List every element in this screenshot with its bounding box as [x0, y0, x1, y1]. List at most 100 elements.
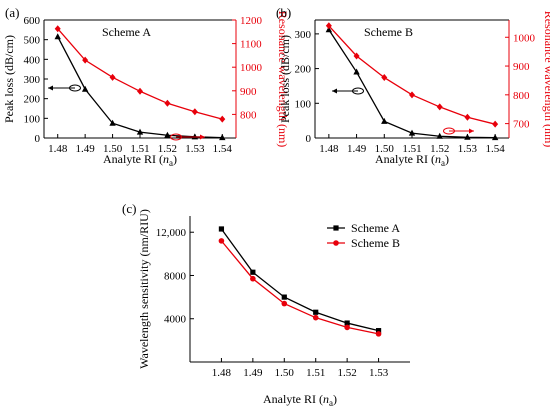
x-tick-label: 1.50 [375, 143, 395, 155]
x-tick-label: 1.48 [48, 143, 68, 155]
x-axis-label: Analyte RI (na) [375, 152, 449, 168]
series-line-1 [328, 29, 496, 139]
chart-panel-2: (b) 1.48 1.49 1.50 1.51 1.52 1.53 1.54 0 100 200 30… [276, 5, 550, 155]
y2-tick-label: 1100 [240, 39, 262, 51]
y2-tick-label: 800 [240, 109, 257, 121]
data-point [81, 85, 89, 92]
right-arrowhead [469, 128, 474, 134]
legend-marker [333, 240, 339, 246]
y-axis-label: Peak loss (dB/cm) [278, 35, 292, 123]
x-tick-label: 1.53 [458, 143, 478, 155]
data-point [492, 120, 499, 128]
data-point [164, 99, 171, 107]
x-tick-label: 1.49 [347, 143, 367, 155]
series-line-1 [57, 36, 223, 139]
left-arrowhead [332, 88, 337, 94]
y-tick-label: 100 [295, 98, 312, 110]
data-point [464, 133, 471, 140]
x-tick-label: 1.49 [76, 143, 96, 155]
y-tick-label: 0 [35, 133, 41, 145]
y-tick-label: 400 [24, 54, 41, 66]
legend-marker [333, 225, 339, 231]
y2-tick-label: 700 [513, 119, 530, 131]
data-point [312, 314, 319, 321]
x-axis-label: Analyte RI (na) [263, 392, 337, 408]
data-point [109, 119, 116, 126]
data-point [325, 22, 332, 30]
data-point [219, 115, 226, 123]
x-axis-label: Analyte RI (na) [103, 152, 177, 168]
data-point [137, 87, 143, 95]
data-point [408, 129, 416, 136]
data-point [464, 113, 471, 121]
data-point [409, 91, 415, 99]
x-tick-label: 1.50 [275, 367, 295, 379]
data-point [313, 309, 319, 315]
chart-panel-1: (a) 1.48 1.49 1.50 1.51 1.52 1.53 1.54 0 100 200 30… [2, 5, 290, 155]
right-axis-indicator-ellipse [443, 127, 455, 135]
series-line-1 [220, 228, 379, 332]
data-point [436, 132, 443, 139]
left-arrowhead [48, 85, 53, 91]
x-tick-label: 1.53 [369, 367, 389, 379]
panel-label: (a) [5, 5, 19, 20]
x-tick-label: 1.54 [213, 143, 233, 155]
data-point [353, 68, 360, 75]
y2-tick-label: 800 [513, 90, 530, 102]
legend-label: Scheme A [351, 221, 400, 235]
x-tick-label: 1.48 [212, 367, 232, 379]
data-point [218, 226, 225, 232]
data-point [250, 275, 256, 282]
left-axis-indicator-ellipse [352, 87, 364, 95]
y-tick-label: 4000 [164, 314, 187, 326]
x-tick-label: 1.52 [158, 143, 177, 155]
x-tick-label: 1.50 [103, 143, 123, 155]
data-point [381, 74, 388, 82]
y-tick-label: 200 [24, 94, 41, 106]
y-tick-label: 300 [295, 29, 312, 41]
y-tick-label: 12,000 [156, 227, 187, 239]
y2-axis-label: Resonance wavelength (nm) [542, 11, 550, 148]
series-line-2 [328, 25, 496, 125]
data-point [191, 133, 199, 140]
data-point [381, 117, 388, 124]
right-arrowhead [200, 134, 205, 140]
data-point [54, 25, 61, 33]
data-point [191, 108, 198, 116]
panel-label: (b) [276, 5, 291, 20]
x-tick-label: 1.53 [185, 143, 205, 155]
data-point [375, 328, 382, 334]
data-point [281, 300, 288, 307]
series-line-2 [220, 240, 379, 335]
y2-tick-label: 1200 [240, 15, 263, 27]
data-point [375, 331, 382, 337]
x-tick-label: 1.51 [306, 367, 325, 379]
right-axis-indicator-ellipse [170, 133, 182, 141]
x-tick-label: 1.52 [430, 143, 449, 155]
chart-title: Scheme A [102, 25, 151, 39]
y-tick-label: 200 [295, 64, 312, 76]
chart-panel-3: (c) 1.48 1.49 1.50 1.51 1.52 1.53 4000 8000 12,00… [122, 201, 410, 379]
panel-label: (c) [122, 201, 136, 216]
left-axis-indicator-ellipse [69, 84, 81, 92]
y-tick-label: 500 [24, 35, 41, 47]
y2-tick-label: 1000 [513, 32, 536, 44]
data-point [54, 33, 61, 40]
legend-label: Scheme B [351, 236, 400, 250]
data-point [436, 103, 443, 111]
data-point [281, 294, 287, 300]
y2-tick-label: 1000 [240, 62, 263, 74]
y-axis-label: Wavelength sensitivity (nm/RIU) [137, 209, 151, 369]
data-point [344, 320, 350, 326]
data-point [344, 324, 350, 331]
data-point [136, 128, 144, 135]
x-tick-label: 1.51 [130, 143, 149, 155]
chart-title: Scheme B [364, 25, 413, 39]
x-tick-label: 1.52 [338, 367, 357, 379]
data-point [353, 52, 360, 60]
x-tick-label: 1.48 [319, 143, 339, 155]
data-point [109, 73, 116, 81]
y2-tick-label: 900 [240, 86, 257, 98]
data-point [219, 134, 226, 141]
